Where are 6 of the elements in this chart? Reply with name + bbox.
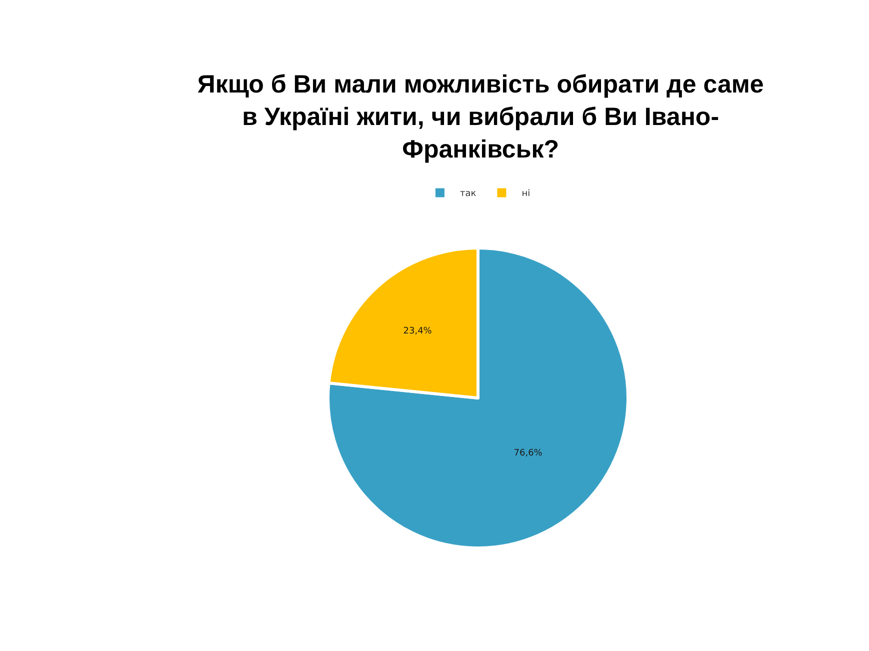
pie-slice [326,246,630,550]
data-label: 76,6% [514,448,543,459]
chart-title: Якщо б Ви мали можливість обирати де саме в Україні жити, чи вибрали б Ви Івано-Франківськ? [197,70,764,164]
legend-label: так [460,189,477,200]
data-label: 23,4% [403,326,432,336]
legend-label: ні [522,189,530,200]
